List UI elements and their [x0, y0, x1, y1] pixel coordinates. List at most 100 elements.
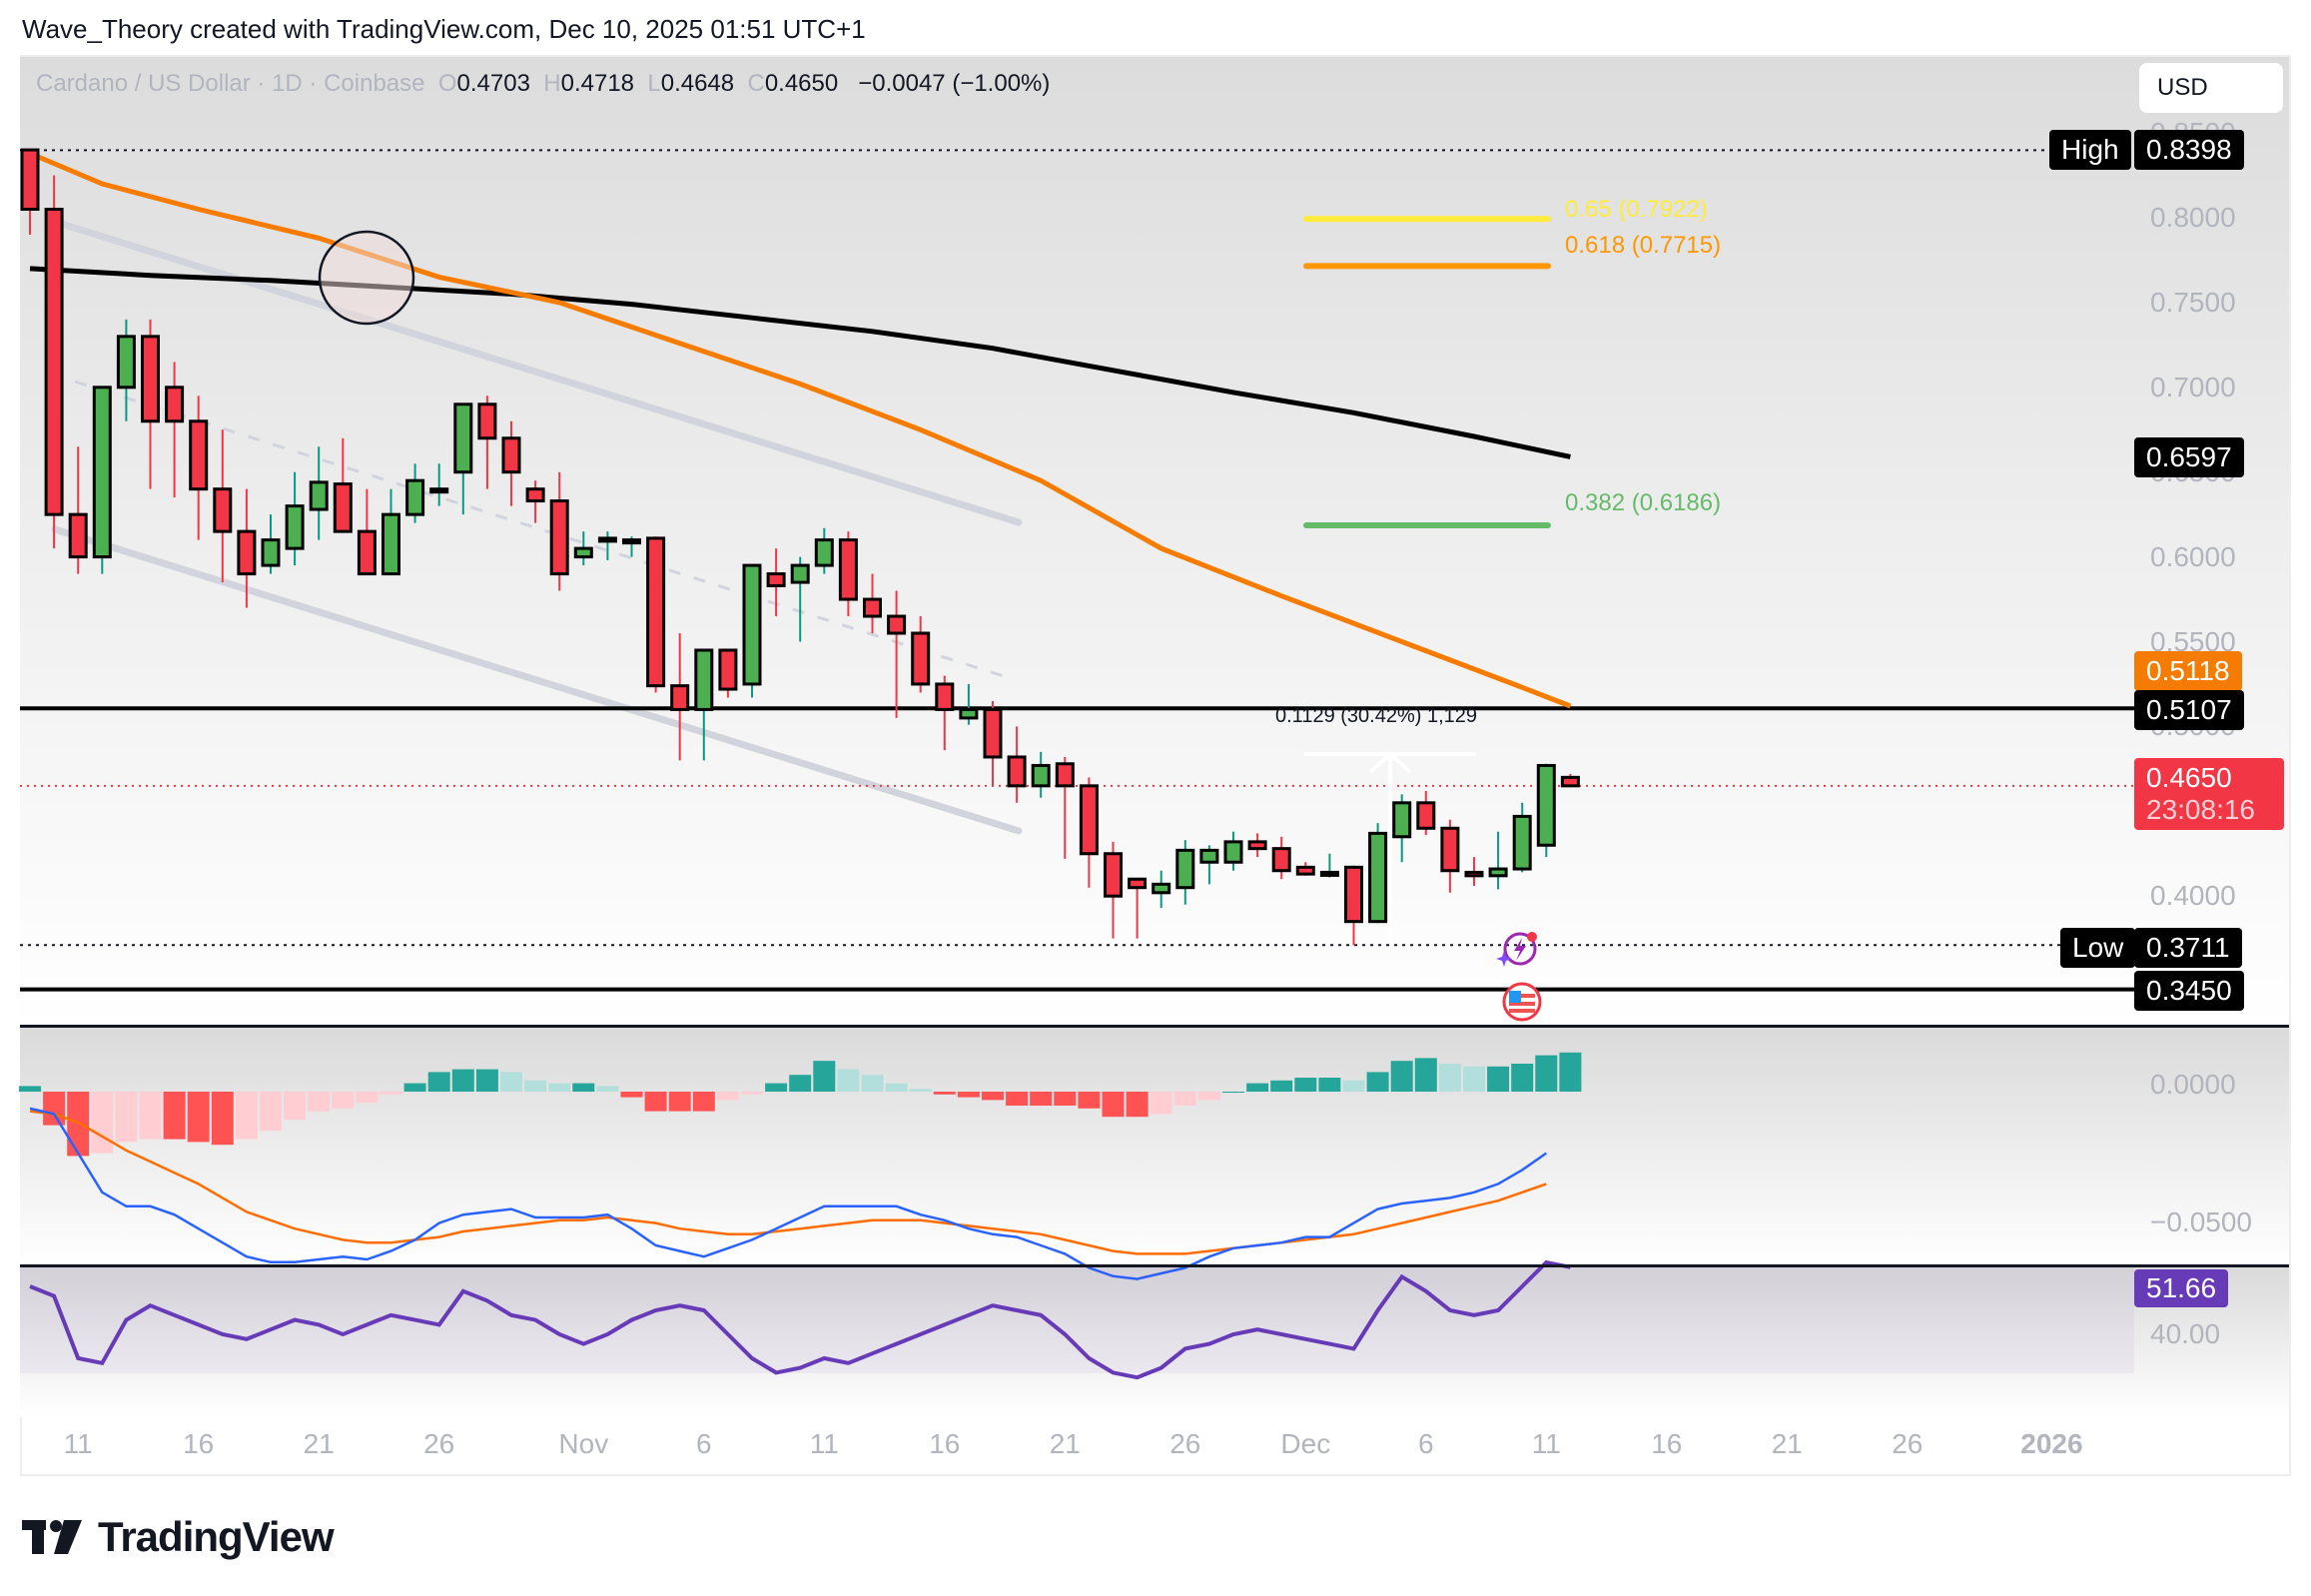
- time-tick: 16: [183, 1428, 215, 1459]
- candle-body: [213, 487, 233, 533]
- macd-histogram-bar: [235, 1092, 258, 1140]
- candle-body: [838, 538, 858, 601]
- macd-histogram-bar: [91, 1092, 114, 1154]
- macd-histogram-bar: [982, 1092, 1004, 1101]
- macd-histogram-bar: [1487, 1066, 1510, 1092]
- ma50-line: [29, 151, 1572, 709]
- pane-separator-macd[interactable]: [20, 1025, 2289, 1028]
- us-economic-event-icon[interactable]: [1501, 981, 1543, 1023]
- candle-body: [357, 529, 377, 576]
- pane-separator-rsi[interactable]: [20, 1264, 2289, 1267]
- symbol-name[interactable]: Cardano / US Dollar · 1D · Coinbase: [36, 70, 425, 97]
- macd-histogram-bar: [187, 1092, 210, 1143]
- candle-body: [1175, 848, 1195, 890]
- macd-histogram-bar: [380, 1092, 402, 1095]
- candle-body: [1055, 762, 1075, 788]
- candle-body: [141, 335, 160, 423]
- lower-support-tag: 0.3450: [2134, 971, 2244, 1011]
- macd-histogram-bar: [1078, 1092, 1101, 1109]
- macd-histogram-bar: [1150, 1092, 1172, 1115]
- candle-body: [983, 707, 1003, 759]
- candle-body: [261, 538, 281, 567]
- macd-tick-0: 0.0000: [2150, 1069, 2236, 1100]
- candle-body: [44, 208, 64, 516]
- candle-body: [1007, 755, 1027, 788]
- macd-histogram-bar: [692, 1092, 715, 1112]
- macd-histogram-bar: [957, 1092, 980, 1098]
- last-price-tag: 0.4650 23:08:16: [2134, 758, 2284, 830]
- macd-histogram-bar: [1390, 1061, 1413, 1092]
- candle-body: [1079, 784, 1099, 856]
- macd-histogram-bar: [1463, 1066, 1485, 1092]
- candle-body: [1295, 865, 1315, 876]
- candle-body: [20, 148, 40, 212]
- price-tick: 0.7500: [2150, 286, 2236, 318]
- time-tick: 16: [929, 1428, 961, 1459]
- candle-body: [1104, 852, 1123, 898]
- candle-body: [285, 504, 305, 550]
- currency-button[interactable]: USD: [2139, 63, 2283, 113]
- price-tick: 0.8000: [2150, 202, 2236, 233]
- macd-histogram-bar: [475, 1069, 498, 1092]
- macd-histogram-bar: [211, 1092, 234, 1146]
- macd-histogram-bar: [139, 1092, 162, 1140]
- macd-histogram-bar: [356, 1092, 379, 1104]
- time-tick: 16: [1651, 1428, 1683, 1459]
- tradingview-logo[interactable]: TradingView: [22, 1513, 335, 1561]
- macd-pane[interactable]: [20, 1028, 2289, 1265]
- low-label-tag: Low: [2060, 928, 2136, 968]
- candle-body: [333, 482, 353, 533]
- macd-histogram-bar: [1366, 1072, 1389, 1092]
- fib-label-0382: 0.382 (0.6186): [1565, 489, 1722, 516]
- candle-body: [1536, 763, 1556, 847]
- candle-body: [429, 487, 449, 494]
- macd-histogram-bar: [765, 1083, 788, 1092]
- attribution-text: Wave_Theory created with TradingView.com…: [22, 14, 866, 44]
- macd-tick-1: −0.0500: [2150, 1206, 2252, 1237]
- macd-histogram-bar: [837, 1069, 860, 1092]
- fib-label-0618: 0.618 (0.7715): [1565, 232, 1722, 259]
- macd-histogram-bar: [644, 1092, 667, 1112]
- candle-body: [1271, 847, 1291, 873]
- macd-histogram-bar: [741, 1092, 763, 1095]
- macd-histogram-bar: [260, 1092, 282, 1132]
- candle-body: [309, 480, 329, 511]
- macd-histogram-bar: [1006, 1092, 1029, 1106]
- candle-body: [1392, 801, 1412, 839]
- candle-body: [1488, 867, 1508, 878]
- macd-histogram-bar: [163, 1092, 186, 1140]
- candle-body: [1368, 831, 1388, 924]
- candle-body: [1416, 801, 1436, 830]
- tradingview-logo-icon: [22, 1520, 82, 1554]
- macd-histogram-bar: [1511, 1064, 1534, 1092]
- macd-line: [29, 1107, 1548, 1280]
- rsi-pane[interactable]: [20, 1267, 2289, 1417]
- macd-histogram-bar: [1173, 1092, 1196, 1106]
- time-tick: 11: [1531, 1428, 1561, 1459]
- ai-insight-icon[interactable]: [1496, 929, 1538, 971]
- macd-histogram-bar: [500, 1072, 522, 1092]
- macd-histogram-bar: [861, 1075, 884, 1092]
- time-tick: 2026: [2020, 1428, 2083, 1459]
- candle-body: [1199, 848, 1219, 864]
- price-range-measure-label: 0.1129 (30.42%) 1,129: [1275, 705, 1478, 727]
- candle-body: [237, 529, 257, 576]
- candle-body: [1031, 763, 1051, 788]
- macd-histogram-bar: [524, 1080, 547, 1092]
- candle-body: [1152, 882, 1171, 895]
- high-value-tag: 0.8398: [2134, 130, 2244, 170]
- macd-histogram-bar: [789, 1075, 812, 1092]
- macd-histogram-bar: [332, 1092, 355, 1109]
- change-value: −0.0047 (−1.00%): [858, 70, 1051, 97]
- symbol-legend: Cardano / US Dollar · 1D · Coinbase O0.4…: [36, 70, 1051, 97]
- time-tick: 6: [696, 1428, 712, 1459]
- candle-body: [646, 536, 666, 688]
- time-tick: 21: [1049, 1428, 1081, 1459]
- macd-histogram-bar: [284, 1092, 307, 1120]
- candle-body: [525, 487, 545, 503]
- price-tick: 0.4000: [2150, 880, 2236, 912]
- time-tick: Dec: [1280, 1428, 1331, 1459]
- channel-mid-line: [74, 380, 1005, 678]
- candle-body: [814, 538, 834, 567]
